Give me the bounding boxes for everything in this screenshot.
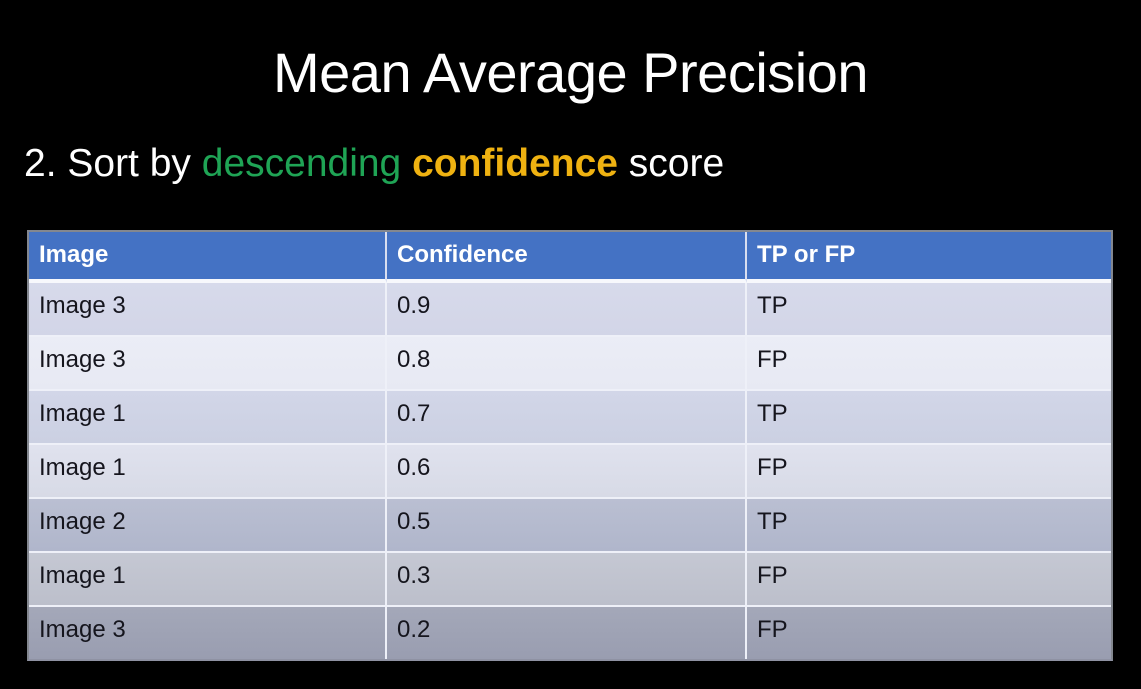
column-header-confidence: Confidence xyxy=(387,232,747,283)
cell-confidence: 0.2 xyxy=(387,607,747,659)
cell-image: Image 1 xyxy=(29,553,387,607)
subtitle-confidence-highlight: confidence xyxy=(412,142,618,185)
cell-confidence: 0.9 xyxy=(387,283,747,337)
subtitle-prefix: 2. Sort by xyxy=(24,142,202,185)
table-header-row: Image Confidence TP or FP xyxy=(29,232,1111,283)
subtitle-descending-highlight: descending xyxy=(201,142,413,185)
cell-image: Image 3 xyxy=(29,283,387,337)
table-row: Image 1 0.3 FP xyxy=(29,553,1111,607)
cell-image: Image 3 xyxy=(29,337,387,391)
cell-tpfp: TP xyxy=(747,499,1111,553)
cell-image: Image 1 xyxy=(29,391,387,445)
column-header-image: Image xyxy=(29,232,387,283)
cell-confidence: 0.5 xyxy=(387,499,747,553)
table-row: Image 3 0.9 TP xyxy=(29,283,1111,337)
table-row: Image 3 0.8 FP xyxy=(29,337,1111,391)
cell-image: Image 2 xyxy=(29,499,387,553)
cell-tpfp: FP xyxy=(747,445,1111,499)
cell-tpfp: TP xyxy=(747,391,1111,445)
cell-confidence: 0.3 xyxy=(387,553,747,607)
results-table-container: Image Confidence TP or FP Image 3 0.9 TP… xyxy=(27,230,1113,661)
cell-tpfp: FP xyxy=(747,337,1111,391)
cell-tpfp: TP xyxy=(747,283,1111,337)
results-table: Image Confidence TP or FP Image 3 0.9 TP… xyxy=(27,230,1113,661)
table-row: Image 1 0.6 FP xyxy=(29,445,1111,499)
table-row: Image 1 0.7 TP xyxy=(29,391,1111,445)
subtitle-suffix: score xyxy=(617,142,725,185)
cell-confidence: 0.8 xyxy=(387,337,747,391)
table-row: Image 2 0.5 TP xyxy=(29,499,1111,553)
slide-title: Mean Average Precision xyxy=(273,40,869,104)
cell-tpfp: FP xyxy=(747,607,1111,659)
cell-confidence: 0.7 xyxy=(387,391,747,445)
table-row: Image 3 0.2 FP xyxy=(29,607,1111,659)
cell-tpfp: FP xyxy=(747,553,1111,607)
cell-confidence: 0.6 xyxy=(387,445,747,499)
cell-image: Image 3 xyxy=(29,607,387,659)
column-header-tpfp: TP or FP xyxy=(747,232,1111,283)
subtitle: 2. Sort by descending confidence score xyxy=(24,142,724,186)
cell-image: Image 1 xyxy=(29,445,387,499)
